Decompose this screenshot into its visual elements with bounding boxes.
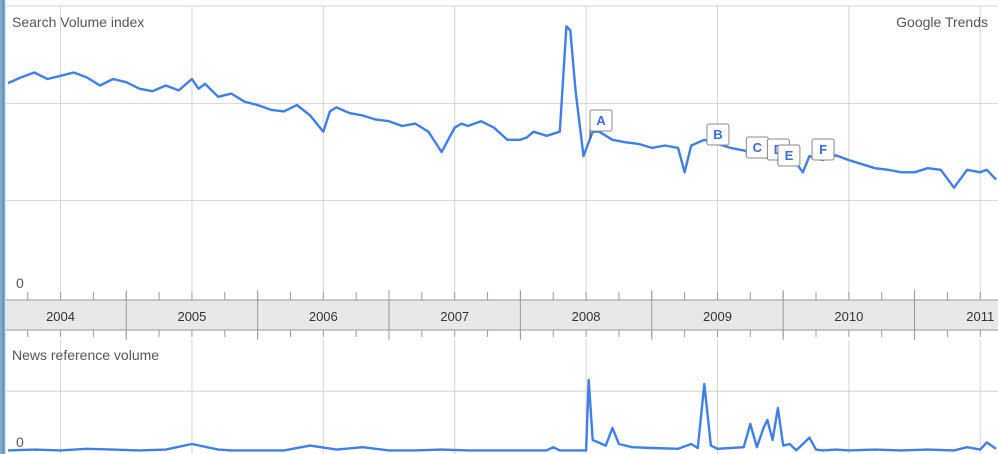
annotation-flags[interactable]: ABCDEF — [589, 109, 835, 167]
annotation-box — [589, 109, 613, 132]
annotation-box — [706, 123, 730, 146]
bottom-panel-label: News reference volume — [12, 347, 159, 363]
annotation-box — [777, 144, 801, 167]
annotation-flag-a[interactable]: A — [589, 109, 613, 139]
year-tick-label: 2008 — [572, 309, 601, 324]
year-tick-label: 2011 — [966, 309, 994, 324]
annotation-label: E — [785, 148, 794, 163]
search-volume-line — [7, 25, 997, 189]
year-axis: 2004 2005 2006 2007 2008 2009 2010 2011 — [6, 290, 998, 340]
year-tick-label: 2004 — [46, 309, 75, 324]
annotation-label: C — [753, 140, 763, 155]
annotation-box — [811, 138, 835, 161]
year-tick-label: 2005 — [177, 309, 206, 324]
year-tick-label: 2007 — [440, 309, 469, 324]
top-y-zero-label: 0 — [16, 275, 24, 291]
top-panel-grid — [6, 5, 998, 298]
news-volume-line — [7, 378, 997, 452]
google-trends-label: Google Trends — [896, 14, 988, 30]
annotation-flag-f[interactable]: F — [811, 138, 835, 161]
annotation-flag-e[interactable]: E — [777, 144, 801, 167]
year-tick-label: 2009 — [703, 309, 732, 324]
annotation-label: F — [819, 142, 827, 157]
year-axis-band — [6, 300, 998, 330]
year-tick-label: 2010 — [834, 309, 863, 324]
annotation-flag-c[interactable]: C — [745, 136, 769, 159]
top-panel-label: Search Volume index — [12, 14, 144, 30]
annotation-label: B — [713, 127, 722, 142]
annotation-flag-b[interactable]: B — [706, 123, 730, 146]
bottom-y-zero-label: 0 — [16, 434, 24, 450]
annotation-label: A — [596, 113, 606, 128]
bottom-panel-grid — [6, 340, 998, 454]
year-tick-label: 2006 — [309, 309, 338, 324]
